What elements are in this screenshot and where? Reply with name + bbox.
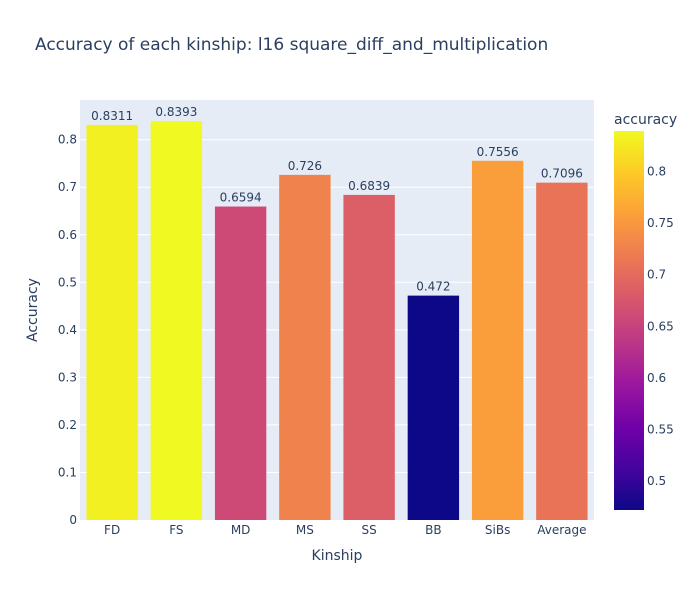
y-tick-label: 0.8	[58, 133, 77, 147]
colorbar-tick-label: 0.6	[647, 371, 666, 385]
x-tick-label: BB	[425, 523, 441, 537]
x-tick-label: MS	[296, 523, 314, 537]
bar-value-label: 0.7096	[541, 167, 583, 181]
bar-value-label: 0.726	[288, 159, 322, 173]
bar	[214, 206, 267, 520]
x-tick-label: FS	[169, 523, 183, 537]
colorbar-tick-label: 0.75	[647, 216, 674, 230]
x-tick-label: FD	[104, 523, 120, 537]
bar	[86, 124, 138, 520]
x-tick-label: SiBs	[485, 523, 510, 537]
bar-value-label: 0.8311	[91, 109, 133, 123]
y-axis-ticks: 0 0.1 0.2 0.3 0.4 0.5 0.6 0.7 0.8	[58, 133, 77, 527]
colorbar-ticks: 0.5 0.55 0.6 0.65 0.7 0.75 0.8	[647, 165, 674, 489]
y-tick-label: 0.2	[58, 418, 77, 432]
bar-value-labels: 0.8311 0.8393 0.6594 0.726 0.6839 0.472 0.7556…	[91, 105, 583, 294]
x-tick-label: SS	[362, 523, 377, 537]
colorbar: accuracy 0.5 0.55 0.6 0.65 0.7 0.75 0.8	[614, 112, 677, 510]
bar-value-label: 0.472	[416, 280, 450, 294]
colorbar-tick-label: 0.7	[647, 268, 666, 282]
bar	[343, 194, 395, 521]
bar	[407, 295, 460, 520]
colorbar-tick-label: 0.55	[647, 423, 674, 437]
bar	[471, 160, 524, 520]
chart-title: Accuracy of each kinship: l16 square_dif…	[35, 35, 548, 55]
bar	[279, 174, 331, 520]
x-tick-label: MD	[231, 523, 251, 537]
colorbar-gradient	[614, 131, 644, 510]
y-tick-label: 0.4	[58, 323, 77, 337]
bar-value-label: 0.8393	[155, 105, 197, 119]
colorbar-tick-label: 0.8	[647, 165, 666, 179]
y-axis-label: Accuracy	[25, 278, 41, 342]
colorbar-tick-label: 0.5	[647, 474, 666, 488]
x-axis-ticks: FD FS MD MS SS BB SiBs Average	[104, 523, 586, 537]
y-tick-label: 0.1	[58, 465, 77, 479]
bar	[536, 182, 588, 520]
x-tick-label: Average	[537, 523, 586, 537]
y-tick-label: 0.3	[58, 370, 77, 384]
bar	[150, 121, 203, 520]
bar-value-label: 0.7556	[477, 145, 519, 159]
y-tick-label: 0.6	[58, 228, 77, 242]
bar-value-label: 0.6839	[348, 179, 390, 193]
x-axis-label: Kinship	[312, 548, 363, 564]
y-tick-label: 0.5	[58, 275, 77, 289]
y-tick-label: 0.7	[58, 180, 77, 194]
bars	[86, 121, 588, 521]
y-tick-label: 0	[69, 513, 77, 527]
bar-value-label: 0.6594	[220, 191, 262, 205]
colorbar-title: accuracy	[614, 112, 677, 128]
colorbar-tick-label: 0.65	[647, 319, 674, 333]
